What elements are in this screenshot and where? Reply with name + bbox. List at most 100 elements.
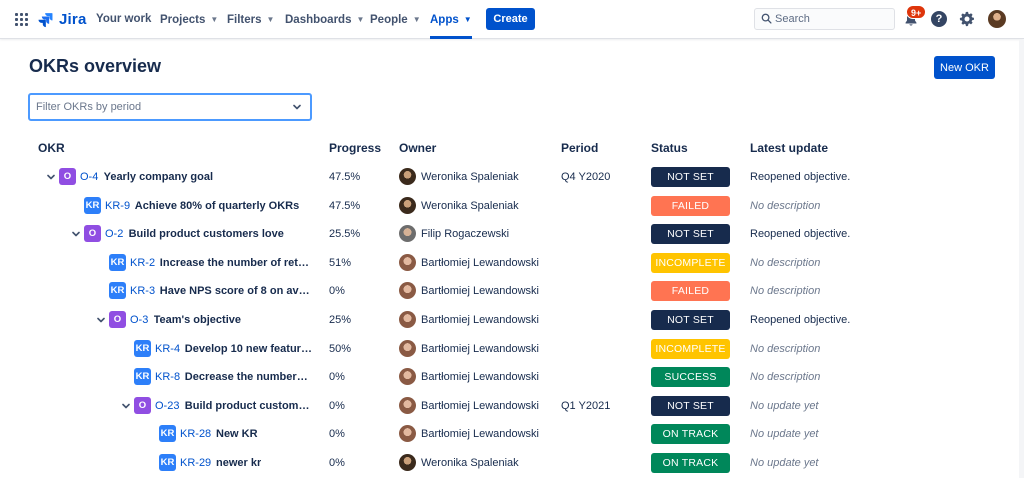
create-button[interactable]: Create: [486, 8, 535, 30]
period-value: Q1 Y2021: [561, 399, 611, 412]
nav-projects[interactable]: Projects ▼: [160, 0, 218, 39]
okr-title-link[interactable]: New KR: [216, 428, 258, 441]
okr-key-link[interactable]: KR-29: [180, 457, 212, 469]
table-row[interactable]: KR KR-3 Have NPS score of 8 on average 0% Ba…: [0, 277, 1024, 305]
nav-filters[interactable]: Filters ▼: [227, 0, 274, 39]
nav-filters-label: Filters: [227, 14, 262, 26]
new-okr-button[interactable]: New OKR: [934, 56, 995, 79]
collapse-chevron-icon[interactable]: [122, 402, 130, 410]
okr-title-link[interactable]: Yearly company goal: [103, 171, 214, 183]
status-badge[interactable]: ON TRACK: [651, 424, 730, 445]
nav-people[interactable]: People ▼: [370, 0, 421, 39]
progress-value: 25%: [329, 314, 352, 326]
jira-logo[interactable]: Jira: [37, 9, 87, 29]
okr-key-link[interactable]: O-3: [130, 314, 149, 326]
latest-update-text: Reopened objective.: [750, 171, 851, 183]
user-avatar[interactable]: [988, 10, 1006, 28]
owner-avatar: [399, 253, 416, 271]
nav-your-work-label: Your work: [96, 13, 152, 25]
table-row[interactable]: KR KR-8 Decrease the numbers of... 0% Bartło…: [0, 363, 1024, 391]
chevron-down-icon: [293, 104, 301, 110]
okr-key-link[interactable]: O-4: [80, 171, 99, 183]
okr-title-link[interactable]: Decrease the numbers of...: [184, 371, 312, 384]
chevron-down-icon: ▼: [266, 15, 275, 24]
owner-name: Bartłomiej Lewandowski: [421, 256, 539, 269]
objective-icon: O: [59, 168, 76, 185]
table-row[interactable]: KR KR-29 newer kr 0% Weronika Spaleniak ON TR…: [0, 449, 1024, 477]
nav-people-label: People: [370, 14, 408, 26]
page-scrollbar[interactable]: [1019, 40, 1024, 478]
search-icon: [761, 13, 772, 24]
table-row[interactable]: KR KR-9 Achieve 80% of quarterly OKRs 47.5%…: [0, 192, 1024, 220]
latest-update-text: No description: [750, 371, 821, 384]
okr-title-link[interactable]: Build product customers...: [184, 399, 312, 412]
table-row[interactable]: KR KR-28 New KR 0% Bartłomiej Lewandowski ON …: [0, 420, 1024, 448]
okr-title-link[interactable]: Build product customers love: [128, 228, 284, 241]
owner-avatar: [399, 225, 416, 243]
okr-key-link[interactable]: KR-2: [130, 256, 156, 269]
owner-avatar: [399, 311, 416, 328]
collapse-chevron-icon[interactable]: [47, 173, 55, 181]
latest-update-text: No description: [750, 285, 821, 298]
status-badge[interactable]: FAILED: [651, 281, 730, 302]
status-badge[interactable]: NOT SET: [651, 310, 730, 330]
collapse-chevron-icon[interactable]: [72, 230, 80, 238]
search-input[interactable]: [775, 11, 889, 26]
progress-value: 0%: [329, 285, 345, 298]
progress-value: 25.5%: [329, 228, 361, 241]
okr-key-link[interactable]: KR-9: [105, 199, 131, 212]
owner-name: Weronika Spaleniak: [421, 199, 519, 212]
status-badge[interactable]: FAILED: [651, 195, 730, 216]
progress-value: 50%: [329, 342, 352, 355]
status-badge[interactable]: NOT SET: [651, 167, 730, 187]
owner-avatar: [399, 368, 416, 386]
owner-name: Bartłomiej Lewandowski: [421, 399, 539, 412]
search-box[interactable]: [754, 8, 895, 30]
okr-key-link[interactable]: KR-3: [130, 285, 156, 298]
table-row[interactable]: O O-23 Build product customers... 0% Bartłom…: [0, 392, 1024, 420]
app-switcher-icon[interactable]: [15, 13, 28, 26]
page-title: OKRs overview: [29, 56, 162, 76]
top-navigation: Jira Your work Projects ▼ Filters ▼ Dashbo…: [0, 0, 1024, 39]
okr-title-link[interactable]: Increase the number of returni...: [159, 256, 312, 269]
owner-avatar: [399, 454, 416, 471]
table-row[interactable]: O O-3 Team's objective 25% Bartłomiej Lewand…: [0, 306, 1024, 334]
status-badge[interactable]: NOT SET: [651, 395, 730, 416]
okr-key-link[interactable]: KR-8: [155, 371, 181, 384]
owner-name: Filip Rogaczewski: [421, 228, 510, 241]
nav-apps[interactable]: Apps ▼: [430, 0, 472, 39]
settings-gear-icon[interactable]: [959, 11, 975, 27]
table-row[interactable]: KR KR-2 Increase the number of returni... 5…: [0, 249, 1024, 277]
okr-key-link[interactable]: O-23: [155, 399, 180, 412]
period-filter-select[interactable]: Filter OKRs by period: [28, 93, 312, 121]
table-row[interactable]: O O-4 Yearly company goal 47.5% Weronika Spa…: [0, 163, 1024, 191]
okr-title-link[interactable]: Team's objective: [153, 314, 241, 326]
help-icon[interactable]: ?: [931, 11, 947, 27]
table-row[interactable]: O O-2 Build product customers love 25.5% Fil…: [0, 220, 1024, 248]
nav-your-work[interactable]: Your work: [96, 0, 151, 39]
okr-title-link[interactable]: newer kr: [216, 457, 262, 469]
owner-name: Bartłomiej Lewandowski: [421, 371, 539, 384]
column-header-owner: Owner: [399, 141, 437, 155]
status-badge[interactable]: INCOMPLETE: [651, 338, 730, 359]
owner-avatar: [399, 425, 416, 443]
progress-value: 0%: [329, 399, 345, 412]
okr-title-link[interactable]: Develop 10 new features: [184, 342, 312, 355]
column-header-status: Status: [651, 141, 688, 155]
key-result-icon: KR: [109, 282, 126, 300]
status-badge[interactable]: INCOMPLETE: [651, 252, 730, 273]
okr-title-link[interactable]: Achieve 80% of quarterly OKRs: [134, 199, 300, 212]
table-row[interactable]: KR KR-4 Develop 10 new features 50% Bartłomi…: [0, 335, 1024, 363]
okr-key-link[interactable]: KR-4: [155, 342, 181, 355]
owner-name: Bartłomiej Lewandowski: [421, 285, 539, 298]
collapse-chevron-icon[interactable]: [97, 316, 105, 324]
nav-dashboards[interactable]: Dashboards ▼: [285, 0, 364, 39]
okr-title-link[interactable]: Have NPS score of 8 on average: [159, 285, 312, 298]
status-badge[interactable]: NOT SET: [651, 224, 730, 245]
key-result-icon: KR: [134, 368, 151, 386]
latest-update-text: No description: [750, 199, 821, 212]
status-badge[interactable]: SUCCESS: [651, 367, 730, 388]
okr-key-link[interactable]: O-2: [105, 228, 124, 241]
okr-key-link[interactable]: KR-28: [180, 428, 212, 441]
status-badge[interactable]: ON TRACK: [651, 453, 730, 473]
